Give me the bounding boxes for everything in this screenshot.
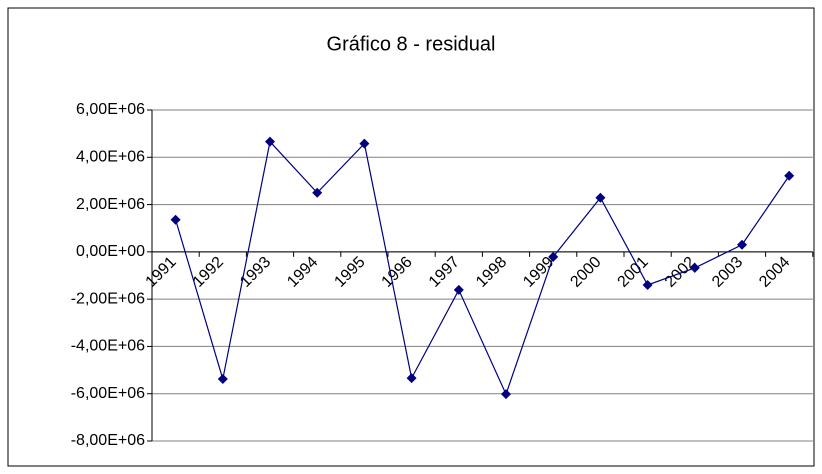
y-tick-label: 2,00E+06 xyxy=(76,196,145,213)
y-tick-label: 4,00E+06 xyxy=(76,149,145,166)
y-tick-label: 0,00E+00 xyxy=(76,243,145,260)
data-point xyxy=(548,251,559,262)
y-tick-label: -4,00E+06 xyxy=(71,338,145,355)
data-point xyxy=(737,239,747,250)
chart-title: Gráfico 8 - residual xyxy=(327,33,496,55)
data-point xyxy=(312,187,323,198)
data-point xyxy=(359,138,370,149)
y-tick-label: -6,00E+06 xyxy=(71,385,145,402)
data-point xyxy=(689,262,700,273)
data-point xyxy=(265,136,275,147)
series-line xyxy=(175,140,790,396)
data-point xyxy=(784,170,795,181)
data-point xyxy=(406,373,417,384)
data-point xyxy=(501,389,511,400)
data-point xyxy=(453,284,464,295)
y-tick-label: 6,00E+06 xyxy=(76,101,145,118)
chart-border xyxy=(7,7,815,467)
data-point xyxy=(170,214,181,225)
data-point xyxy=(642,279,653,290)
data-point xyxy=(595,192,606,203)
y-tick-label: -2,00E+06 xyxy=(71,290,145,307)
y-tick-label: -8,00E+06 xyxy=(71,432,145,449)
data-point xyxy=(217,374,228,385)
